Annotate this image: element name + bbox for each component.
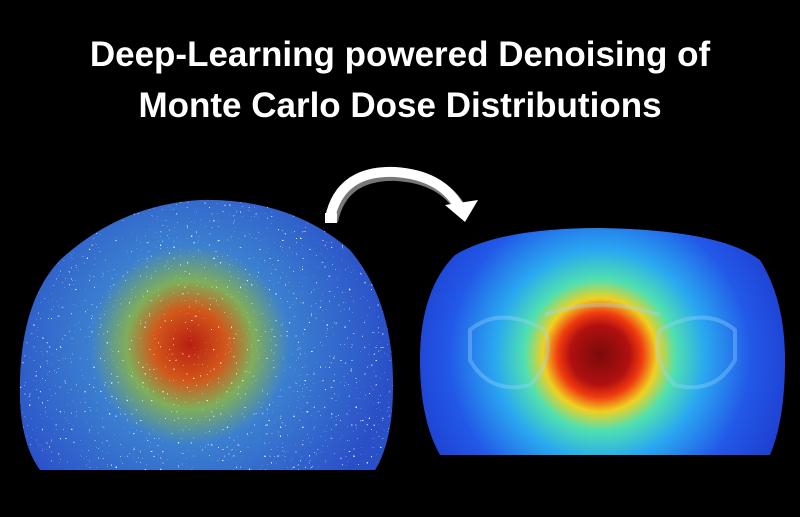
title-line: Deep-Learning powered Denoising of <box>90 35 711 74</box>
arrow <box>325 166 478 223</box>
noisy-dose-image <box>19 199 394 471</box>
denoised-dose-image <box>420 228 785 455</box>
title-line: Monte Carlo Dose Distributions <box>138 86 661 125</box>
